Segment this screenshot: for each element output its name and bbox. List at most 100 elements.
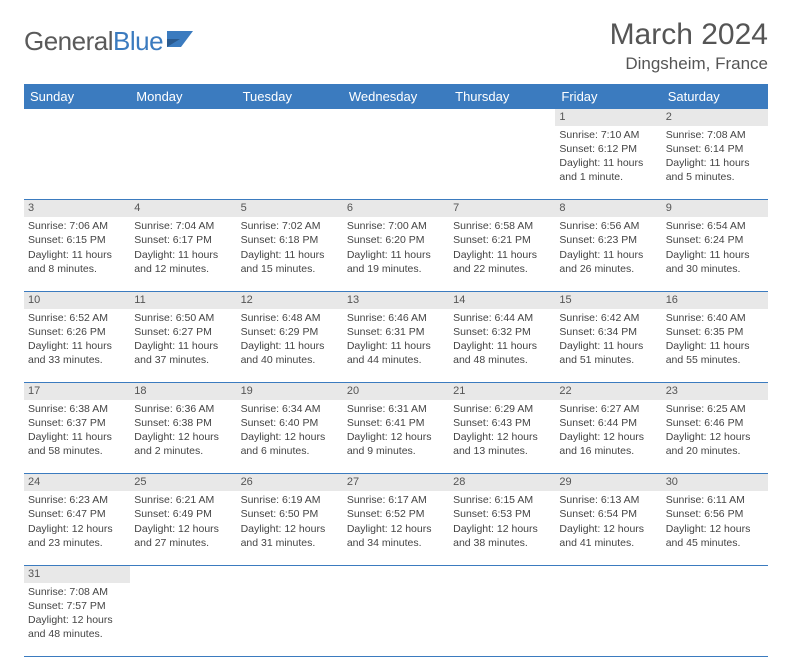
day-info-line: Sunrise: 6:40 AM [666,311,764,325]
day-info-line: Daylight: 12 hours [453,430,551,444]
day-info-line: Sunset: 6:27 PM [134,325,232,339]
day-of-week-header: Thursday [449,84,555,109]
day-info-line: Sunset: 6:32 PM [453,325,551,339]
calendar-table: SundayMondayTuesdayWednesdayThursdayFrid… [24,84,768,657]
day-info-line: and 8 minutes. [28,262,126,276]
day-info-line: Sunrise: 7:08 AM [28,585,126,599]
week-row: Sunrise: 7:06 AMSunset: 6:15 PMDaylight:… [24,217,768,291]
day-info-line: and 41 minutes. [559,536,657,550]
day-number-cell: 5 [237,200,343,217]
day-info-line: and 5 minutes. [666,170,764,184]
header: GeneralBlue March 2024 Dingsheim, France [24,18,768,74]
day-info-line: Sunset: 6:34 PM [559,325,657,339]
day-info-line: Sunset: 6:41 PM [347,416,445,430]
day-of-week-header: Sunday [24,84,130,109]
day-info-line: Daylight: 12 hours [241,522,339,536]
day-info-line: Sunrise: 6:15 AM [453,493,551,507]
day-info-line: and 23 minutes. [28,536,126,550]
day-info-line: Sunset: 6:15 PM [28,233,126,247]
day-number-row: 12 [24,109,768,126]
day-info-line: and 34 minutes. [347,536,445,550]
day-info-line: and 27 minutes. [134,536,232,550]
day-info-line: Sunrise: 7:04 AM [134,219,232,233]
day-info-line: Daylight: 11 hours [666,248,764,262]
day-info-line: Sunset: 6:35 PM [666,325,764,339]
day-info-line: Sunset: 6:40 PM [241,416,339,430]
location: Dingsheim, France [610,54,768,74]
day-info-line: Sunrise: 6:46 AM [347,311,445,325]
day-info-line: Sunrise: 6:23 AM [28,493,126,507]
day-info-line: Daylight: 11 hours [453,339,551,353]
day-number-cell: 13 [343,291,449,308]
day-cell [24,126,130,200]
day-info-line: and 45 minutes. [666,536,764,550]
day-info-line: and 38 minutes. [453,536,551,550]
day-cell [343,583,449,657]
day-info-line: Sunset: 6:47 PM [28,507,126,521]
day-info-line: Daylight: 11 hours [241,339,339,353]
day-cell [343,126,449,200]
day-number-cell: 14 [449,291,555,308]
day-cell: Sunrise: 6:44 AMSunset: 6:32 PMDaylight:… [449,309,555,383]
day-info-line: and 6 minutes. [241,444,339,458]
day-number-cell: 2 [662,109,768,126]
day-cell: Sunrise: 7:08 AMSunset: 7:57 PMDaylight:… [24,583,130,657]
day-info-line: Sunset: 6:23 PM [559,233,657,247]
day-info-line: and 20 minutes. [666,444,764,458]
day-info-line: Sunset: 6:12 PM [559,142,657,156]
day-info-line: Sunset: 6:20 PM [347,233,445,247]
day-number-row: 10111213141516 [24,291,768,308]
day-info-line: and 48 minutes. [453,353,551,367]
day-info-line: and 33 minutes. [28,353,126,367]
day-info-line: Daylight: 11 hours [241,248,339,262]
day-info-line: and 55 minutes. [666,353,764,367]
day-number-cell: 20 [343,383,449,400]
day-cell: Sunrise: 6:36 AMSunset: 6:38 PMDaylight:… [130,400,236,474]
day-cell: Sunrise: 6:48 AMSunset: 6:29 PMDaylight:… [237,309,343,383]
day-info-line: Daylight: 12 hours [666,522,764,536]
day-cell [130,126,236,200]
logo-text: GeneralBlue [24,26,163,57]
day-info-line: Daylight: 11 hours [134,248,232,262]
day-info-line: Sunrise: 6:54 AM [666,219,764,233]
day-number-cell [449,565,555,582]
day-number-cell [662,565,768,582]
day-info-line: Sunset: 6:50 PM [241,507,339,521]
day-info-line: Sunrise: 6:50 AM [134,311,232,325]
day-info-line: Daylight: 12 hours [559,430,657,444]
week-row: Sunrise: 6:52 AMSunset: 6:26 PMDaylight:… [24,309,768,383]
day-info-line: Daylight: 11 hours [28,339,126,353]
day-number-cell: 19 [237,383,343,400]
day-cell: Sunrise: 6:15 AMSunset: 6:53 PMDaylight:… [449,491,555,565]
day-info-line: Daylight: 12 hours [134,522,232,536]
day-info-line: Sunrise: 7:08 AM [666,128,764,142]
day-info-line: Sunset: 6:43 PM [453,416,551,430]
day-cell: Sunrise: 6:21 AMSunset: 6:49 PMDaylight:… [130,491,236,565]
week-row: Sunrise: 6:38 AMSunset: 6:37 PMDaylight:… [24,400,768,474]
day-cell: Sunrise: 6:56 AMSunset: 6:23 PMDaylight:… [555,217,661,291]
day-info-line: Sunrise: 6:25 AM [666,402,764,416]
day-cell: Sunrise: 6:17 AMSunset: 6:52 PMDaylight:… [343,491,449,565]
day-info-line: Sunset: 6:26 PM [28,325,126,339]
day-info-line: Sunset: 6:37 PM [28,416,126,430]
day-number-row: 24252627282930 [24,474,768,491]
day-cell: Sunrise: 6:29 AMSunset: 6:43 PMDaylight:… [449,400,555,474]
day-info-line: Sunrise: 6:42 AM [559,311,657,325]
day-info-line: Sunrise: 6:21 AM [134,493,232,507]
day-number-cell: 18 [130,383,236,400]
day-number-cell: 29 [555,474,661,491]
day-info-line: Daylight: 12 hours [666,430,764,444]
day-number-cell [237,565,343,582]
day-cell [449,126,555,200]
day-info-line: Sunset: 6:24 PM [666,233,764,247]
day-info-line: Daylight: 12 hours [28,522,126,536]
day-info-line: Daylight: 12 hours [28,613,126,627]
day-info-line: and 48 minutes. [28,627,126,641]
day-cell: Sunrise: 6:40 AMSunset: 6:35 PMDaylight:… [662,309,768,383]
day-info-line: Daylight: 11 hours [559,339,657,353]
day-cell [130,583,236,657]
day-cell: Sunrise: 6:54 AMSunset: 6:24 PMDaylight:… [662,217,768,291]
day-cell: Sunrise: 6:27 AMSunset: 6:44 PMDaylight:… [555,400,661,474]
day-number-cell: 12 [237,291,343,308]
day-cell: Sunrise: 7:06 AMSunset: 6:15 PMDaylight:… [24,217,130,291]
